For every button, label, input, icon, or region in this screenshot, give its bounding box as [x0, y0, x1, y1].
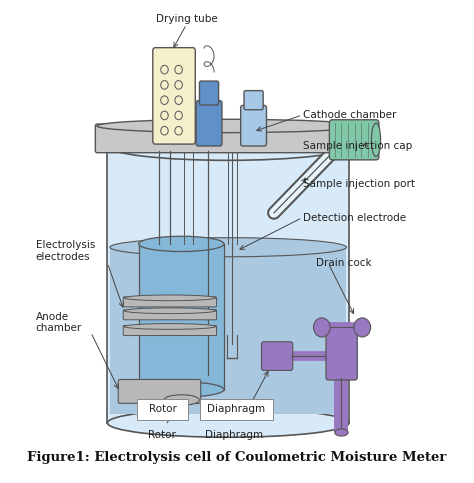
- Ellipse shape: [335, 429, 348, 436]
- FancyBboxPatch shape: [200, 81, 219, 105]
- Ellipse shape: [124, 324, 216, 329]
- FancyBboxPatch shape: [110, 247, 346, 414]
- Text: Drain cock: Drain cock: [316, 258, 371, 268]
- FancyBboxPatch shape: [139, 244, 224, 389]
- FancyBboxPatch shape: [137, 398, 188, 420]
- FancyBboxPatch shape: [95, 124, 361, 153]
- FancyBboxPatch shape: [244, 91, 263, 110]
- Text: Rotor: Rotor: [147, 430, 175, 440]
- FancyBboxPatch shape: [241, 105, 266, 146]
- Text: Diaphragm: Diaphragm: [208, 404, 265, 414]
- FancyBboxPatch shape: [262, 342, 293, 370]
- Text: Electrolysis
electrodes: Electrolysis electrodes: [36, 240, 95, 262]
- Circle shape: [354, 318, 371, 337]
- Text: Cathode chamber: Cathode chamber: [303, 110, 397, 120]
- FancyBboxPatch shape: [118, 380, 201, 403]
- Ellipse shape: [164, 395, 199, 405]
- FancyBboxPatch shape: [123, 326, 217, 336]
- Ellipse shape: [97, 119, 359, 133]
- FancyBboxPatch shape: [108, 146, 349, 423]
- Text: Diaphragm: Diaphragm: [205, 430, 264, 440]
- FancyBboxPatch shape: [196, 100, 222, 146]
- Text: Rotor: Rotor: [149, 404, 176, 414]
- Text: Sample injection port: Sample injection port: [303, 179, 415, 189]
- Ellipse shape: [124, 308, 216, 313]
- Text: Anode
chamber: Anode chamber: [36, 312, 82, 333]
- Ellipse shape: [110, 238, 346, 257]
- Ellipse shape: [139, 382, 224, 397]
- Circle shape: [313, 318, 330, 337]
- Ellipse shape: [139, 236, 224, 252]
- FancyBboxPatch shape: [200, 398, 273, 420]
- Text: Detection electrode: Detection electrode: [303, 213, 406, 223]
- Text: Drying tube: Drying tube: [155, 14, 218, 24]
- Ellipse shape: [108, 132, 349, 160]
- Ellipse shape: [108, 409, 349, 437]
- Text: Figure1: Electrolysis cell of Coulometric Moisture Meter: Figure1: Electrolysis cell of Coulometri…: [27, 451, 446, 464]
- FancyBboxPatch shape: [153, 48, 195, 144]
- FancyBboxPatch shape: [329, 120, 379, 160]
- FancyBboxPatch shape: [326, 325, 357, 380]
- Ellipse shape: [124, 295, 216, 301]
- Ellipse shape: [372, 123, 381, 156]
- Text: Sample injection cap: Sample injection cap: [303, 141, 412, 151]
- FancyBboxPatch shape: [123, 297, 217, 307]
- FancyBboxPatch shape: [123, 310, 217, 320]
